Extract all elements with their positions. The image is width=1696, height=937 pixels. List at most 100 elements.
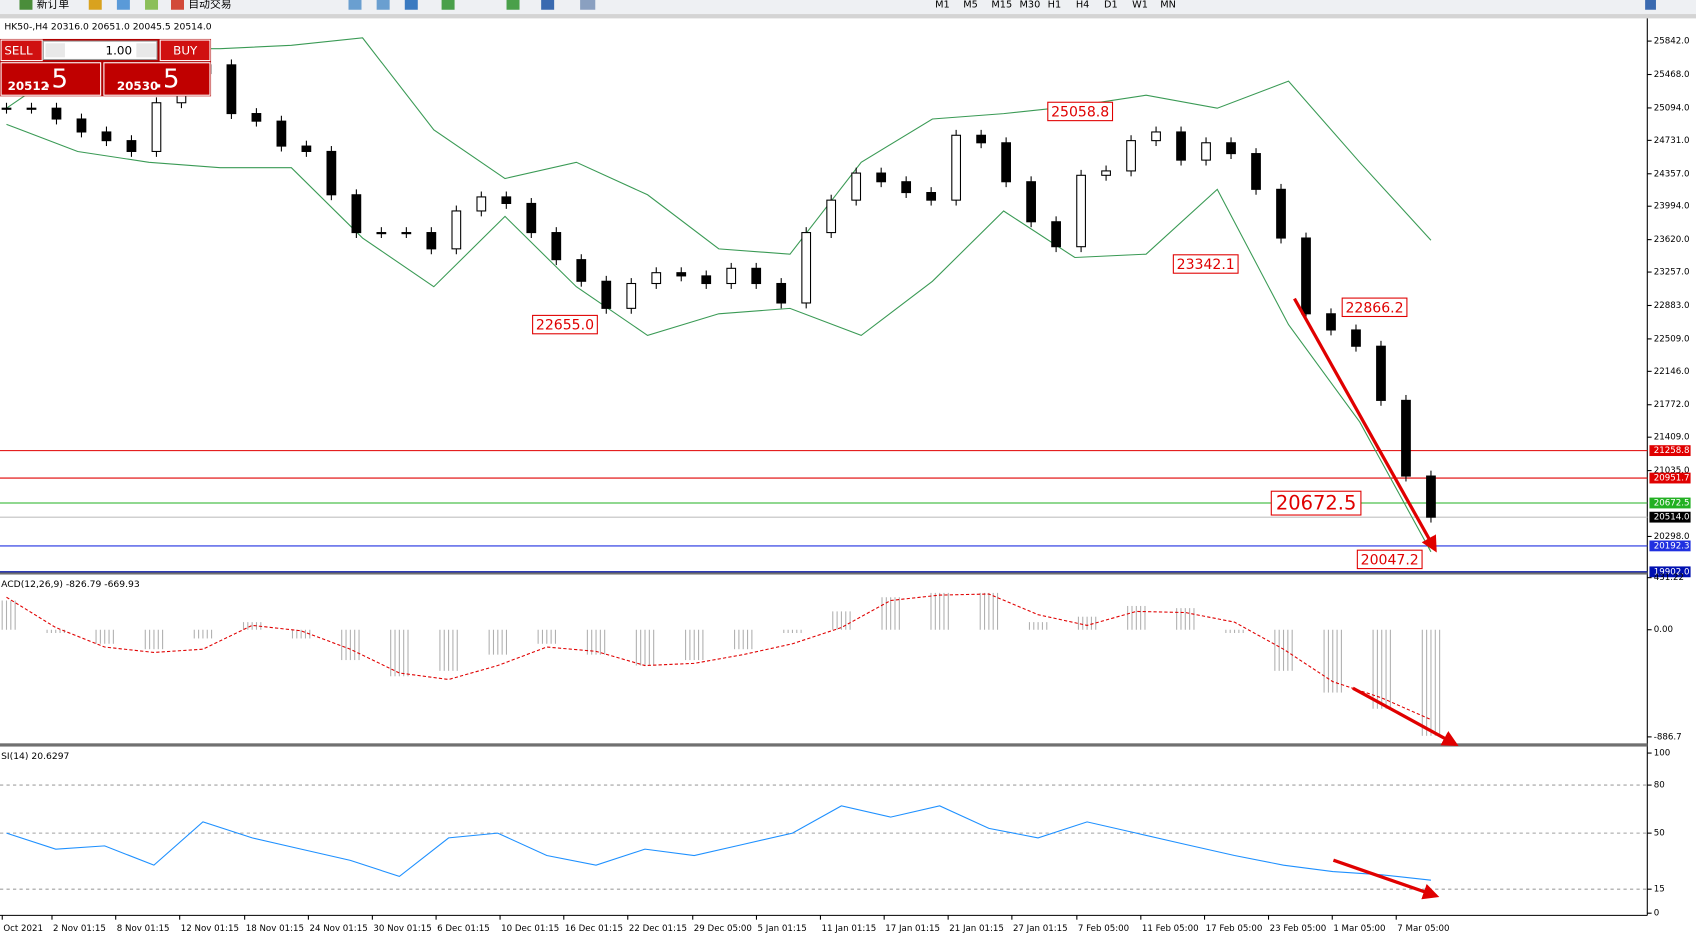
y-tick-label: 80	[1654, 781, 1665, 791]
icon[interactable]	[506, 0, 520, 10]
timeframe[interactable]: H4	[1076, 0, 1090, 10]
icon[interactable]	[376, 0, 390, 10]
ask-pips: .5	[155, 65, 180, 95]
timeframe[interactable]: MN	[1160, 0, 1176, 10]
auto-trade[interactable]: 自动交易	[188, 0, 231, 10]
candle	[1, 107, 12, 110]
timeframe[interactable]: W1	[1132, 0, 1148, 10]
candle	[376, 232, 387, 235]
candle	[351, 194, 362, 234]
rsi-chart: SI(14) 20.6297 100 80 50 15 0 Oct 2021 2 Nov 01…	[0, 749, 1670, 934]
buy-button[interactable]	[159, 39, 211, 62]
lot-down[interactable]	[45, 43, 65, 58]
candle	[151, 102, 162, 152]
icon[interactable]	[88, 0, 102, 10]
candle	[301, 145, 312, 152]
candle	[76, 118, 87, 133]
bid-box[interactable]	[0, 62, 102, 96]
trend-arrow	[1352, 686, 1459, 746]
timeframe[interactable]: M30	[1020, 0, 1041, 10]
x-tick-label: 12 Nov 01:15	[181, 924, 239, 934]
icon[interactable]	[171, 0, 184, 10]
x-tick-label: 10 Dec 01:15	[501, 924, 559, 934]
candle	[1076, 174, 1086, 248]
bollinger-lower	[6, 123, 1432, 553]
icon[interactable]	[1645, 0, 1656, 10]
icon[interactable]	[404, 0, 418, 10]
timeframe[interactable]: M1	[935, 0, 950, 10]
y-tick-label: 50	[1654, 829, 1665, 839]
x-tick-label: Oct 2021	[3, 924, 43, 934]
candle	[876, 172, 887, 183]
candle	[926, 192, 937, 201]
sell-button[interactable]	[0, 39, 43, 62]
x-tick-label: 22 Dec 01:15	[629, 924, 687, 934]
candle	[526, 202, 537, 234]
timeframe[interactable]: H1	[1048, 0, 1062, 10]
ask-box[interactable]	[103, 62, 211, 96]
candle	[426, 232, 437, 250]
timeframe[interactable]: D1	[1104, 0, 1118, 10]
candle	[101, 131, 112, 142]
candle	[1001, 142, 1011, 183]
price-level-tag	[1649, 566, 1691, 578]
icon[interactable]	[580, 0, 596, 10]
y-tick-label: 23620.0	[1654, 235, 1690, 245]
y-tick-label: 23994.0	[1654, 202, 1690, 212]
price-level-label: 20672.5	[1654, 498, 1690, 508]
candle	[1101, 170, 1111, 176]
y-tick-label: 0.00	[1654, 625, 1673, 635]
candle	[1401, 399, 1411, 477]
indicator-title: SI(14) 20.6297	[1, 751, 69, 762]
x-tick-label: 11 Feb 05:00	[1142, 924, 1199, 934]
annotation-box	[1047, 101, 1114, 122]
candle	[701, 275, 712, 285]
candle	[1426, 475, 1436, 518]
icon[interactable]	[19, 0, 33, 10]
candle	[326, 150, 337, 196]
price-level-tag	[1649, 497, 1691, 509]
price-level-tag	[1649, 511, 1691, 523]
annotation: 20672.5	[1276, 492, 1357, 515]
candle	[476, 196, 487, 212]
x-tick-label: 7 Feb 05:00	[1078, 924, 1129, 934]
x-tick-label: 17 Jan 01:15	[885, 924, 940, 934]
separator	[0, 14, 1696, 19]
candle	[401, 232, 412, 235]
candle	[1051, 221, 1061, 248]
ask-main: 20530	[117, 79, 158, 93]
icon[interactable]	[116, 0, 130, 10]
timeframe[interactable]: M15	[991, 0, 1012, 10]
icon[interactable]	[541, 0, 555, 10]
icon[interactable]	[348, 0, 362, 10]
annotation-box	[1356, 549, 1423, 570]
icon[interactable]	[441, 0, 455, 10]
trend-arrow	[1332, 858, 1440, 900]
trend-arrow	[1293, 297, 1437, 553]
timeframes: M1 M5 M15 M30 H1 H4 D1 W1 MN	[935, 0, 1176, 10]
x-tick-label: 8 Nov 01:15	[117, 924, 170, 934]
candle	[626, 282, 637, 309]
x-tick-label: 7 Mar 05:00	[1397, 924, 1449, 934]
x-tick-label: 23 Feb 05:00	[1270, 924, 1327, 934]
candle	[51, 107, 62, 120]
y-tick-label: 100	[1654, 749, 1671, 759]
lot-up[interactable]	[136, 43, 156, 58]
annotation-box	[1172, 254, 1239, 274]
icon[interactable]	[145, 0, 159, 10]
y-tick-label: 22146.0	[1654, 367, 1690, 377]
lot-input[interactable]	[42, 40, 158, 61]
price-chart: HK50-,H4 20316.0 20651.0 20045.5 20514.0…	[0, 22, 1691, 578]
price-level-tag	[1649, 472, 1691, 484]
candle	[1201, 142, 1211, 161]
price-level-tag	[1649, 445, 1691, 457]
bollinger-upper	[6, 37, 1432, 255]
timeframe[interactable]: M5	[963, 0, 978, 10]
candle	[451, 210, 462, 250]
y-tick-label: 22509.0	[1654, 334, 1690, 344]
new-order[interactable]: 新订单	[37, 0, 70, 10]
y-tick-label: 22883.0	[1654, 301, 1690, 311]
